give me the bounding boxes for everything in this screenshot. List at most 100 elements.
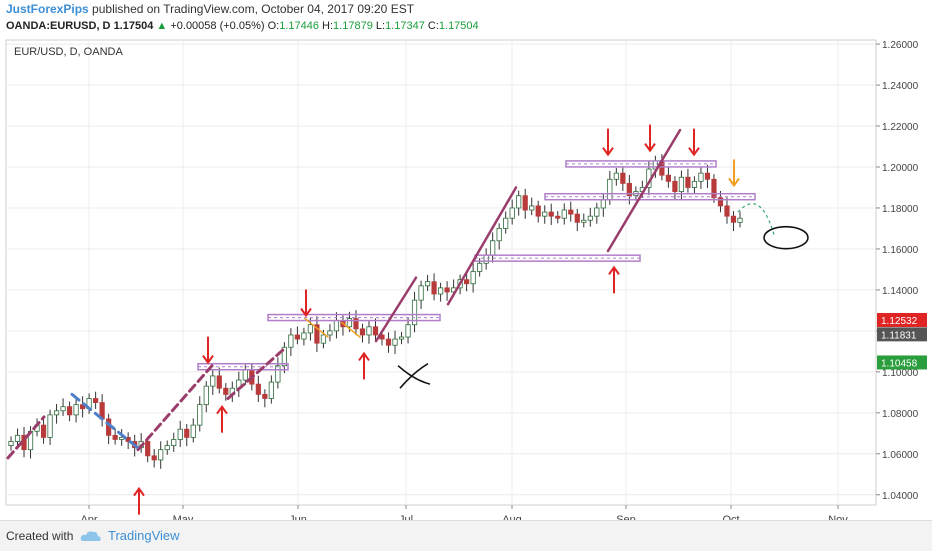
bullish-candle	[613, 172, 619, 180]
last-price: 1.17504	[113, 20, 154, 32]
bearish-candle	[294, 334, 300, 340]
y-tick-label: 1.22000	[882, 122, 919, 133]
y-tick-label: 1.06000	[882, 450, 919, 461]
bullish-candle	[171, 439, 177, 446]
bearish-candle	[672, 180, 678, 192]
x-tick-label: Apr	[80, 514, 97, 520]
tradingview-brand[interactable]: TradingView	[108, 528, 180, 543]
price-label-text: 1.12532	[881, 316, 918, 327]
bullish-candle	[60, 406, 66, 412]
chart-title: EUR/USD, D, OANDA	[14, 46, 123, 58]
bullish-candle	[698, 172, 704, 182]
bearish-candle	[548, 211, 554, 217]
bullish-candle	[600, 199, 606, 209]
quote-line: OANDA:EURUSD, D 1.17504 ▲ +0.00058 (+0.0…	[6, 20, 479, 32]
x-tick-label: Jul	[399, 514, 413, 520]
footer-bar: Created with TradingView	[0, 520, 932, 551]
bearish-candle	[93, 398, 99, 403]
bullish-candle	[307, 324, 314, 334]
bearish-candle	[464, 279, 470, 285]
bearish-candle	[184, 428, 190, 438]
projection-curve	[737, 203, 775, 235]
bearish-candle	[704, 172, 711, 180]
change-value: +0.00058 (+0.05%)	[170, 20, 265, 32]
bullish-candle	[678, 176, 685, 192]
flag-line	[341, 321, 361, 338]
bullish-candle	[242, 369, 248, 381]
bullish-candle	[275, 365, 281, 383]
open-value: 1.17446	[279, 20, 319, 32]
bullish-candle	[53, 410, 60, 416]
flag-line	[304, 317, 329, 338]
y-tick-label: 1.08000	[882, 409, 919, 420]
price-chart[interactable]: 1.26000 1.24000 1.22000 1.20000 1.18000 1.160…	[0, 35, 932, 520]
bullish-candle	[477, 262, 483, 272]
chart-pane[interactable]	[5, 39, 877, 506]
bullish-candle	[327, 330, 333, 336]
bullish-candle	[392, 338, 398, 346]
bearish-candle	[66, 406, 73, 416]
candlestick-series	[8, 154, 743, 469]
y-tick-label: 1.18000	[882, 204, 919, 215]
open-label: O:	[267, 20, 280, 32]
bearish-candle	[665, 174, 672, 182]
bullish-candle	[470, 271, 476, 285]
x-tick-label: Aug	[502, 514, 522, 520]
red-up-arrow-icon-head	[133, 486, 145, 497]
bullish-candle	[320, 334, 327, 344]
orange-down-arrow-icon-head	[728, 177, 740, 188]
author-link[interactable]: JustForexPips	[6, 2, 89, 16]
bullish-candle	[483, 254, 489, 264]
y-tick-label: 1.16000	[882, 245, 919, 256]
price-label-tag	[877, 355, 927, 370]
bearish-candle	[444, 287, 450, 293]
bearish-candle	[314, 324, 320, 344]
x-tick-label: Oct	[722, 514, 739, 520]
bearish-candle	[730, 215, 737, 223]
bullish-candle	[398, 336, 405, 340]
bullish-candle	[210, 375, 216, 387]
bearish-candle	[711, 178, 717, 199]
bullish-candle	[581, 219, 587, 223]
trendline-sep	[606, 128, 682, 253]
bullish-candle	[366, 326, 372, 336]
bullish-candle	[73, 404, 79, 416]
bullish-candle	[496, 228, 502, 242]
drawings-layer	[6, 124, 809, 515]
bullish-candle	[542, 211, 548, 217]
bullish-candle	[158, 449, 164, 461]
price-label-text: 1.10458	[881, 358, 918, 369]
x-tick-label: Sep	[616, 514, 636, 520]
publish-header: JustForexPips published on TradingView.c…	[0, 0, 932, 40]
red-down-arrow-icon-head	[202, 355, 214, 365]
price-labels: 1.12532 1.11831 1.10458	[877, 312, 927, 370]
bullish-candle	[516, 195, 522, 209]
high-label: H:	[322, 20, 334, 32]
close-label: C:	[427, 20, 439, 32]
bullish-candle	[691, 180, 698, 188]
y-tick-label: 1.20000	[882, 163, 919, 174]
bullish-candle	[418, 285, 424, 301]
price-label-tag	[877, 312, 927, 327]
bullish-candle	[333, 320, 340, 332]
time-axis[interactable]: Apr May Jun Jul Aug Sep Oct Nov	[80, 505, 848, 520]
bullish-candle	[346, 318, 353, 328]
price-label-tag	[877, 327, 927, 342]
red-up-arrow-icon-head	[608, 265, 620, 275]
bullish-candle	[411, 299, 418, 326]
bearish-candle	[568, 209, 574, 215]
bullish-candle	[8, 441, 14, 446]
bearish-candle	[620, 172, 626, 184]
symbol-label: OANDA:EURUSD, D	[6, 20, 111, 32]
bearish-candle	[555, 215, 561, 219]
bearish-candle	[40, 424, 47, 438]
bearish-candle	[724, 205, 730, 217]
y-tick-label: 1.04000	[882, 491, 919, 502]
bullish-candle	[190, 424, 196, 438]
bearish-candle	[145, 441, 151, 457]
low-label: L:	[375, 20, 386, 32]
bullish-candle	[503, 217, 509, 229]
price-axis[interactable]: 1.26000 1.24000 1.22000 1.20000 1.18000 1.160…	[876, 40, 919, 502]
red-down-arrow-icon-head	[300, 307, 312, 318]
bullish-candle	[301, 332, 307, 340]
